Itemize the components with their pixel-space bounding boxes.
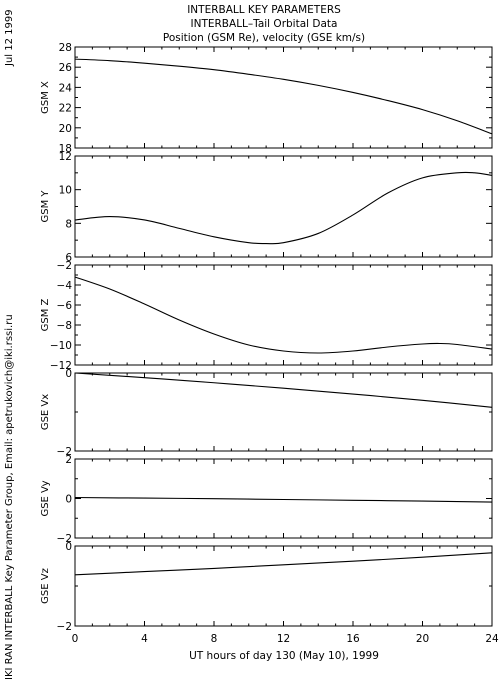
y-tick-label: −2: [57, 446, 72, 458]
series-line-gsm-y: [74, 171, 493, 245]
y-tick-label: 12: [59, 151, 72, 163]
series-line-gsm-z: [74, 276, 493, 354]
chart-subtitle-2: Position (GSM Re), velocity (GSE km/s): [163, 32, 365, 44]
panel-gsm-z: −12 −10 −8 −6 −4 −2 GSM Z: [40, 260, 493, 372]
panel-frame: [74, 264, 493, 366]
panel-frame: [74, 372, 493, 452]
y-tick-label: 2: [65, 454, 72, 466]
panel-gsm-x: 18 20 22 24 26 28 GSM X: [40, 42, 493, 155]
y-tick-label: 10: [59, 185, 72, 197]
x-tick-label: 8: [211, 633, 218, 645]
series-line-gse-vz: [74, 552, 493, 576]
y-tick-label: −8: [57, 320, 72, 332]
y-tick-label: 6: [65, 252, 72, 264]
panel-gse-vz: −2 0 GSE Vz: [40, 541, 493, 633]
y-axis-label: GSM Y: [40, 190, 51, 223]
chart-subtitle: INTERBALL–Tail Orbital Data: [191, 18, 338, 30]
y-axis-label: GSM Z: [40, 298, 51, 331]
y-tick-label: 0: [65, 541, 72, 553]
x-tick-label: 20: [416, 633, 429, 645]
x-axis-label: UT hours of day 130 (May 10), 1999: [189, 650, 379, 662]
y-axis-label: GSE Vx: [40, 394, 51, 430]
y-tick-label: 0: [65, 368, 72, 380]
y-tick-label: −2: [57, 260, 72, 272]
y-tick-label: −10: [50, 340, 72, 352]
series-line-gse-vx: [74, 372, 493, 408]
y-tick-label: −4: [57, 280, 73, 292]
y-tick-label: 26: [59, 62, 73, 74]
x-tick-label: 12: [277, 633, 290, 645]
date-stamp: Jul 12 1999: [4, 9, 15, 67]
y-tick-label: 0: [65, 494, 72, 506]
x-tick-label: 16: [346, 633, 360, 645]
y-tick-label: 22: [59, 103, 72, 115]
y-tick-label: 8: [65, 218, 72, 230]
y-tick-label: 18: [59, 143, 72, 155]
panel-frame: [74, 155, 493, 258]
panel-frame: [74, 545, 493, 627]
panel-gse-vy: −2 0 2 GSE Vy: [40, 454, 493, 545]
x-tick-label: 24: [485, 633, 499, 645]
x-tick-label: 4: [141, 633, 148, 645]
y-tick-label: −12: [50, 360, 72, 372]
y-tick-label: −2: [57, 533, 72, 545]
y-tick-label: −6: [57, 300, 73, 312]
y-tick-label: 28: [59, 42, 72, 54]
series-line-gsm-x: [74, 58, 493, 135]
credit-line: IKI RAN INTERBALL Key Parameter Group, E…: [4, 314, 15, 680]
panel-gse-vx: −2 0 GSE Vx: [40, 368, 493, 458]
x-tick-label: 0: [72, 633, 79, 645]
x-axis: 0 4 8 12 16 20 24: [72, 633, 499, 645]
y-axis-label: GSE Vz: [40, 568, 51, 604]
series-line-gse-vy: [74, 496, 493, 503]
panel-gsm-y: 6 8 10 12 GSM Y: [40, 151, 493, 264]
y-tick-label: 20: [59, 123, 72, 135]
y-tick-label: 24: [59, 82, 73, 94]
chart-title: INTERBALL KEY PARAMETERS: [187, 4, 341, 16]
y-axis-label: GSM X: [40, 81, 51, 114]
y-tick-label: −2: [57, 621, 72, 633]
y-axis-label: GSE Vy: [40, 480, 51, 516]
